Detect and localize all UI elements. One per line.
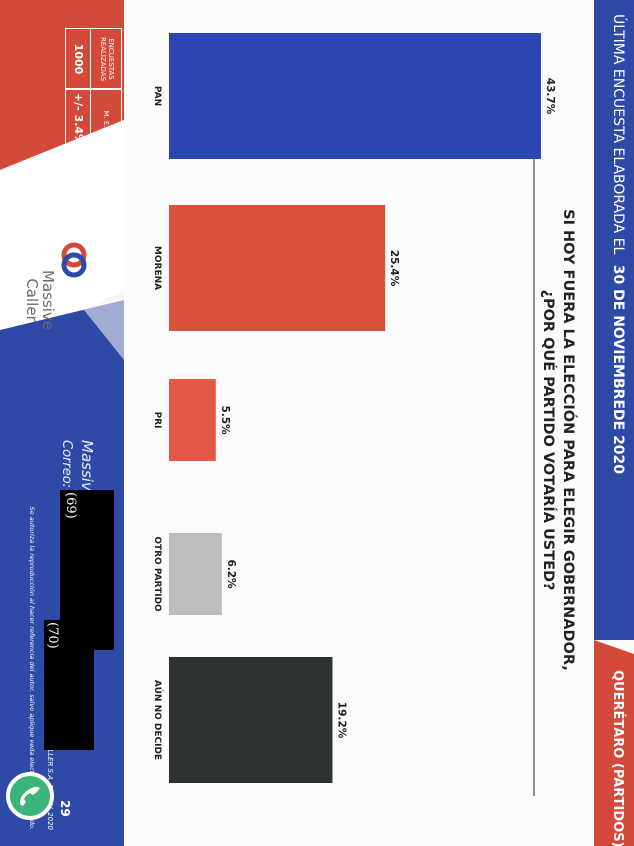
me-value-box: +/- 3.4%	[65, 88, 91, 150]
category-label: MORENA	[152, 246, 162, 290]
category-label: PRI	[152, 412, 162, 429]
whatsapp-icon[interactable]	[4, 770, 56, 822]
data-label: 5.5%	[219, 405, 231, 435]
brand-name-line-1: Massive	[40, 270, 56, 330]
page-number: 29	[58, 800, 72, 817]
data-label: 19.2%	[335, 702, 347, 739]
brand-name: Massive Caller	[24, 270, 56, 330]
bar-aún-no-decide	[169, 657, 332, 783]
brand-name-line-2: Caller	[24, 270, 40, 330]
email-label: Correo:	[59, 440, 74, 488]
massive-caller-logo-icon	[54, 240, 94, 280]
data-label: 6.2%	[225, 559, 237, 589]
me-title: M. E.	[102, 89, 110, 149]
me-value: +/- 3.4%	[72, 89, 85, 149]
bar-pan	[169, 33, 541, 159]
encuestas-title-box: ENCUESTAS REALIZADAS	[90, 28, 122, 90]
encuestas-value: 1000	[72, 29, 85, 89]
redaction-box-2: (70)	[44, 620, 94, 750]
redaction-label-1: (69)	[63, 492, 78, 519]
bar-pri	[169, 379, 216, 461]
authorization-text: Se autoriza la reproducción al hacer ref…	[28, 420, 36, 830]
encuestas-title: ENCUESTAS REALIZADAS	[99, 29, 115, 89]
encuestas-value-box: 1000	[65, 28, 91, 90]
stats-box: ENCUESTAS REALIZADAS M. E. 1000 +/- 3.4%	[0, 20, 134, 164]
category-label: OTRO PARTIDO	[152, 536, 162, 612]
category-label: PAN	[152, 86, 162, 106]
bar-morena	[169, 205, 385, 331]
bar-otro-partido	[169, 533, 222, 615]
data-label: 25.4%	[388, 250, 400, 287]
category-label: AÚN NO DECIDE	[152, 680, 164, 760]
redaction-label-2: (70)	[45, 622, 60, 649]
data-label: 43.7%	[544, 78, 556, 115]
me-title-box: M. E.	[90, 88, 122, 150]
